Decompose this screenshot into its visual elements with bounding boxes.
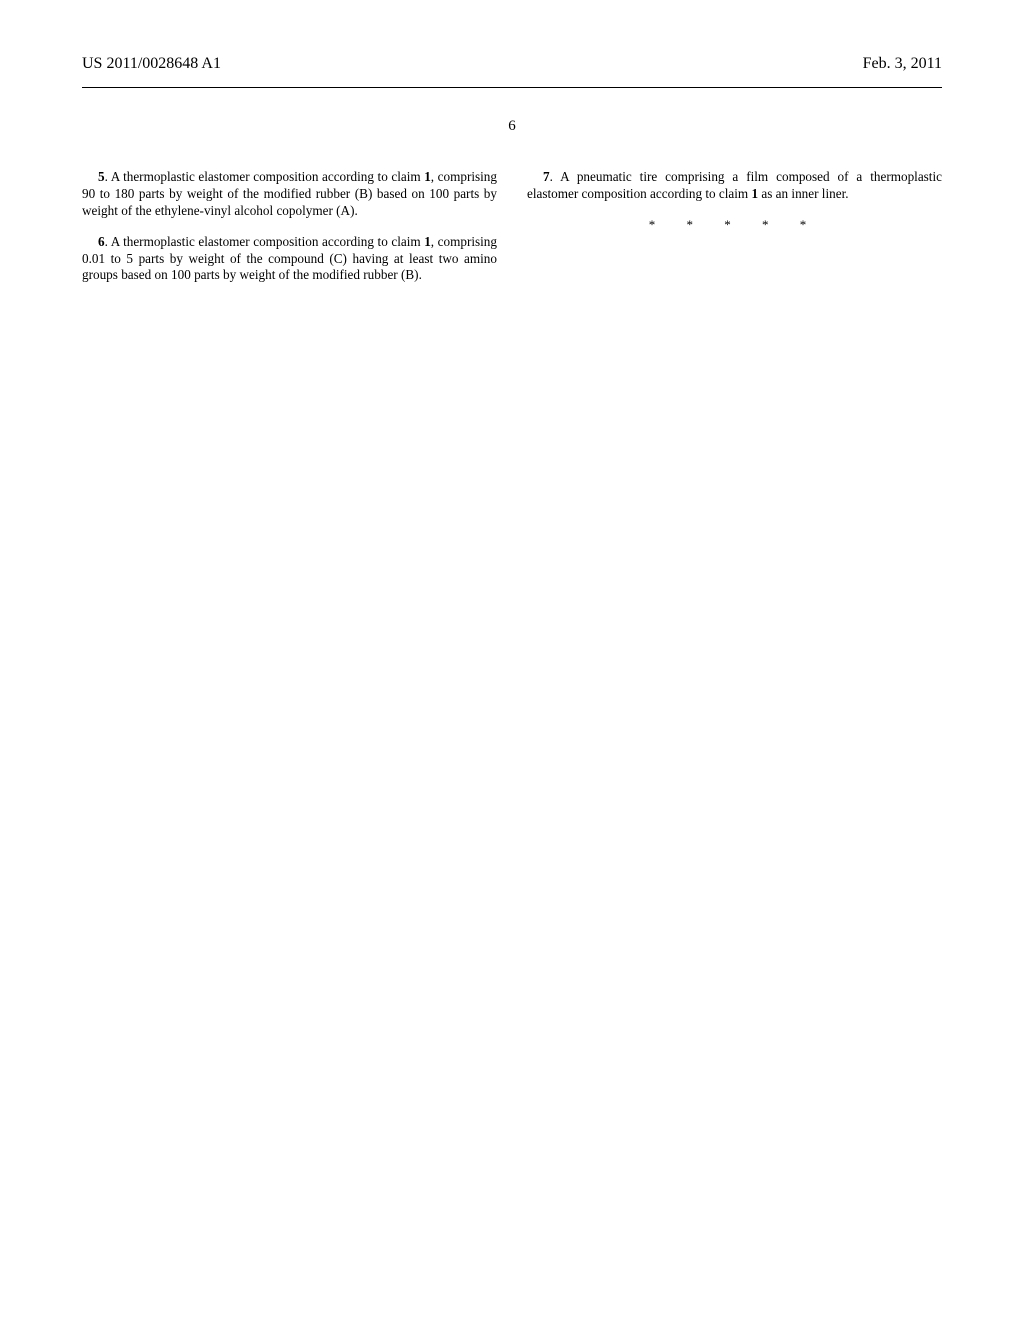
claim-7: 7. A pneumatic tire comprising a film co… [527,169,942,203]
patent-page: US 2011/0028648 A1 Feb. 3, 2011 6 5. A t… [0,0,1024,324]
publication-date: Feb. 3, 2011 [863,55,942,73]
claim-number: 7 [543,169,550,184]
page-header: US 2011/0028648 A1 Feb. 3, 2011 [82,55,942,73]
header-divider [82,87,942,88]
page-number: 6 [82,118,942,135]
claim-ref: 1 [424,169,431,184]
publication-number: US 2011/0028648 A1 [82,55,221,73]
claim-6: 6. A thermoplastic elastomer composition… [82,234,497,285]
claim-text-end: as an inner liner. [758,186,848,201]
claim-5: 5. A thermoplastic elastomer composition… [82,169,497,220]
claim-text-start: . A pneumatic tire comprising a film com… [527,169,942,201]
claims-content: 5. A thermoplastic elastomer composition… [82,169,942,284]
claim-text-start: . A thermoplastic elastomer composition … [105,169,425,184]
claim-number: 6 [98,234,105,249]
claim-ref: 1 [424,234,431,249]
claim-text-start: . A thermoplastic elastomer composition … [105,234,425,249]
end-marks: * * * * * [527,217,942,234]
claim-number: 5 [98,169,105,184]
